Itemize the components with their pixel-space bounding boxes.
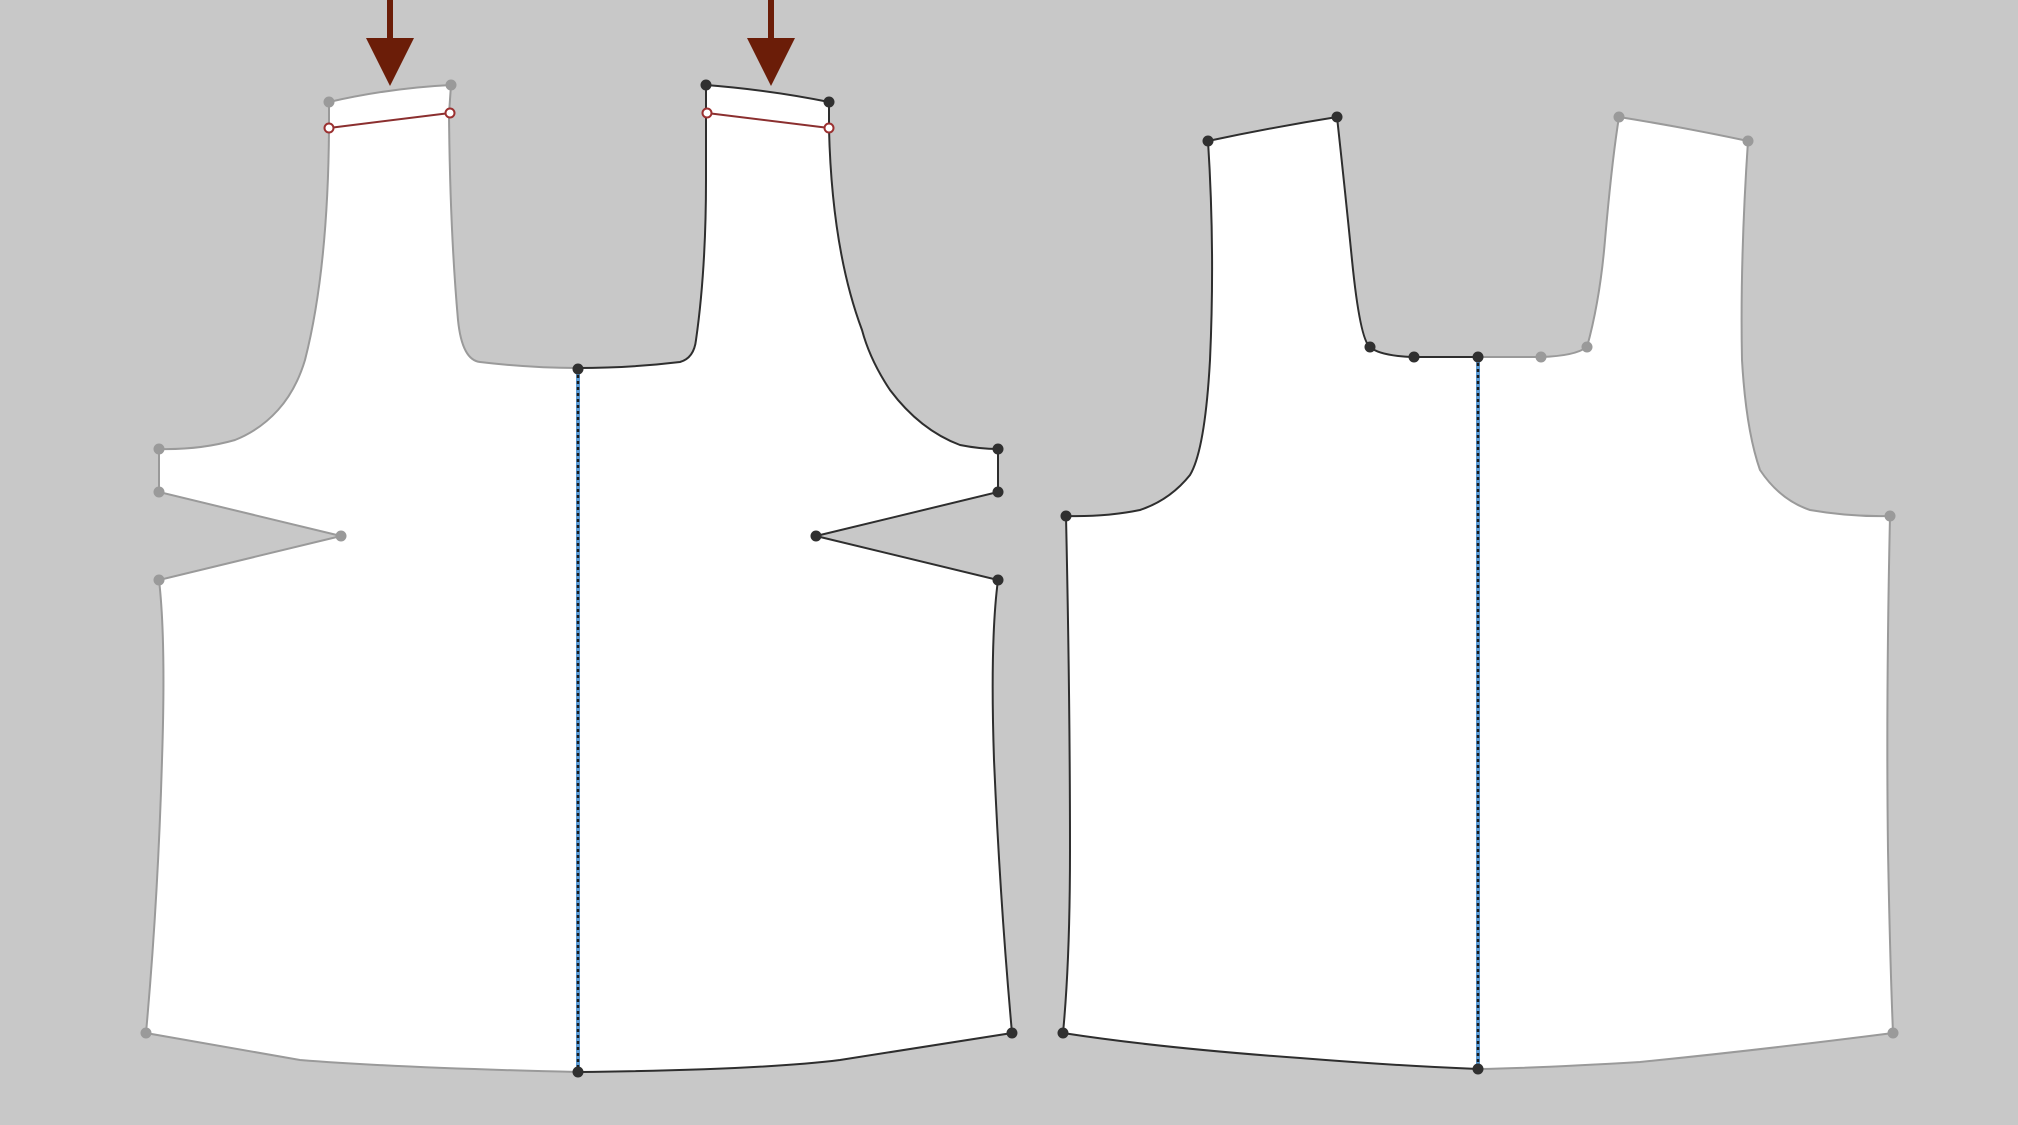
front-point-right-dart-lower[interactable] <box>992 574 1004 586</box>
front-point-left-dart-upper[interactable] <box>153 486 165 498</box>
front-point-left-dart-lower[interactable] <box>153 574 165 586</box>
back-point-right-neck-corner[interactable] <box>1581 341 1593 353</box>
front-right-outline[interactable] <box>577 83 1014 1073</box>
front-point-right-dart-upper[interactable] <box>992 486 1004 498</box>
front-seam-marker-right-outer[interactable] <box>823 122 835 134</box>
back-point-right-hem[interactable] <box>1887 1027 1899 1039</box>
front-left-outline[interactable] <box>144 83 579 1073</box>
front-point-left-dart-tip[interactable] <box>335 530 347 542</box>
back-point-center-neck[interactable] <box>1472 351 1484 363</box>
back-left-outline[interactable] <box>1061 115 1479 1070</box>
front-point-right-shoulder-top[interactable] <box>823 96 835 108</box>
front-point-right-hem[interactable] <box>1006 1027 1018 1039</box>
back-point-right-armhole[interactable] <box>1884 510 1896 522</box>
front-point-right-dart-tip[interactable] <box>810 530 822 542</box>
right-shoulder-seam-line[interactable] <box>706 112 830 129</box>
front-bodice-piece[interactable] <box>140 79 1018 1078</box>
left-shoulder-seam-line[interactable] <box>328 112 451 129</box>
front-point-left-neck-top[interactable] <box>323 96 335 108</box>
back-point-center-hem[interactable] <box>1472 1063 1484 1075</box>
front-seam-marker-right-inner[interactable] <box>701 107 713 119</box>
back-point-left-neck-top[interactable] <box>1331 111 1343 123</box>
front-point-right-neck-top[interactable] <box>700 79 712 91</box>
back-point-left-hem[interactable] <box>1057 1027 1069 1039</box>
front-seam-marker-left-outer[interactable] <box>323 122 335 134</box>
front-seam-marker-left-inner[interactable] <box>444 107 456 119</box>
back-point-left-armhole[interactable] <box>1060 510 1072 522</box>
front-point-right-armhole[interactable] <box>992 443 1004 455</box>
back-point-right-neck-top[interactable] <box>1613 111 1625 123</box>
front-point-left-hem[interactable] <box>140 1027 152 1039</box>
back-right-outline[interactable] <box>1477 115 1895 1070</box>
back-bodice-piece[interactable] <box>1057 111 1899 1075</box>
down-arrow-icon <box>747 0 795 86</box>
back-point-right-shoulder[interactable] <box>1742 135 1754 147</box>
front-point-center-neck[interactable] <box>572 363 584 375</box>
back-point-left-neck-base[interactable] <box>1408 351 1420 363</box>
front-point-left-shoulder-top[interactable] <box>445 79 457 91</box>
back-point-left-shoulder[interactable] <box>1202 135 1214 147</box>
back-point-left-neck-corner[interactable] <box>1364 341 1376 353</box>
front-point-center-hem[interactable] <box>572 1066 584 1078</box>
down-arrow-icon <box>366 0 414 86</box>
back-point-right-neck-base[interactable] <box>1535 351 1547 363</box>
front-point-left-armhole[interactable] <box>153 443 165 455</box>
